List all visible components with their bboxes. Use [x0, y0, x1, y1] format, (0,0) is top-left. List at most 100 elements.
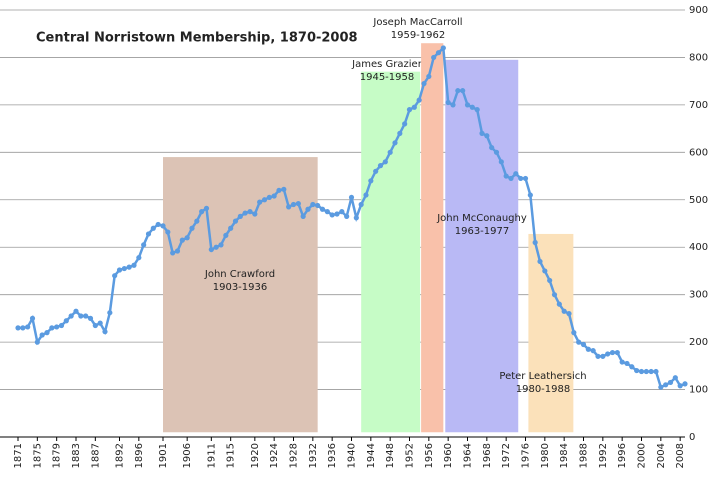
data-point [63, 318, 69, 324]
x-tick-label: 1887 [90, 443, 101, 468]
x-tick-label: 1992 [598, 443, 609, 468]
x-tick-label: 1988 [579, 443, 590, 468]
data-point [179, 237, 185, 243]
data-point [469, 104, 475, 110]
data-point [155, 221, 161, 228]
data-point [542, 268, 548, 274]
data-point [566, 311, 572, 317]
data-point [126, 264, 132, 270]
data-point [503, 173, 509, 179]
band-label: 1980-1988 [516, 384, 571, 395]
data-point [141, 242, 147, 248]
data-point [58, 322, 65, 329]
data-point [92, 322, 98, 329]
x-tick-label: 1920 [250, 443, 261, 468]
tenure-band [528, 233, 574, 433]
data-point [29, 315, 36, 321]
y-tick-label: 400 [689, 242, 708, 253]
data-point [455, 88, 461, 94]
series-line [18, 45, 686, 389]
data-point [136, 255, 142, 261]
y-tick-label: 300 [689, 290, 708, 301]
data-point [532, 239, 538, 246]
data-point [145, 231, 152, 237]
data-point [518, 175, 524, 182]
data-point [498, 159, 504, 165]
data-point [83, 313, 89, 319]
tenure-band [421, 43, 444, 433]
data-point [213, 244, 219, 250]
data-point [387, 149, 393, 155]
data-point [324, 209, 330, 215]
data-point [319, 206, 326, 212]
data-point [20, 325, 26, 331]
data-point [551, 292, 558, 298]
data-point [358, 201, 364, 208]
data-point [49, 325, 55, 331]
tenure-band [163, 157, 318, 433]
data-point [295, 200, 301, 207]
data-point [334, 211, 340, 217]
data-point [561, 308, 567, 314]
data-point [315, 202, 321, 209]
x-tick-label: 1883 [71, 443, 82, 468]
band-label: Joseph MacCarroll [372, 17, 462, 28]
x-tick-label: 1984 [559, 443, 570, 468]
band-label: 1945-1958 [360, 72, 415, 83]
data-point [363, 192, 369, 198]
data-point [232, 218, 239, 224]
data-point [624, 360, 630, 367]
x-tick-label: 1948 [385, 443, 396, 468]
data-point [629, 364, 635, 370]
data-point [609, 349, 616, 356]
x-tick-label: 1892 [115, 443, 126, 468]
data-point [397, 130, 403, 136]
data-point [580, 341, 587, 348]
data-point [339, 209, 345, 215]
data-point [353, 215, 359, 221]
x-tick-label: 1875 [32, 443, 43, 468]
data-point [87, 315, 94, 321]
data-point [605, 351, 611, 357]
data-point [435, 50, 442, 56]
data-point [373, 168, 379, 174]
data-point [648, 368, 654, 375]
data-point [508, 175, 514, 182]
data-point [39, 332, 45, 338]
tenure-band [445, 59, 519, 433]
data-point [527, 192, 533, 198]
y-tick-label: 800 [689, 52, 708, 63]
data-point [638, 368, 645, 375]
data-point [600, 353, 606, 359]
data-point [556, 301, 562, 307]
data-point [276, 187, 282, 193]
data-point [286, 204, 292, 210]
data-point [377, 163, 384, 169]
data-point [223, 232, 229, 238]
band-label: 1959-1962 [391, 30, 446, 41]
data-point [643, 368, 649, 375]
data-point [421, 80, 427, 87]
data-point [416, 97, 422, 103]
x-tick-label: 1901 [158, 443, 169, 468]
data-point [112, 273, 118, 279]
data-point [102, 329, 108, 335]
y-tick-label: 700 [689, 100, 708, 111]
data-point [237, 213, 243, 219]
data-point [184, 235, 190, 241]
data-point [266, 194, 272, 201]
x-tick-label: 1980 [540, 443, 551, 468]
data-point [281, 186, 287, 192]
data-point [493, 149, 500, 155]
x-tick-label: 1968 [482, 443, 493, 468]
data-point [653, 368, 659, 375]
data-point [208, 246, 214, 253]
x-tick-label: 1996 [617, 443, 628, 468]
data-point [97, 320, 103, 326]
data-point [464, 102, 471, 108]
data-point [677, 383, 683, 389]
data-point [199, 209, 205, 215]
data-point [576, 339, 582, 345]
data-point [402, 121, 408, 127]
